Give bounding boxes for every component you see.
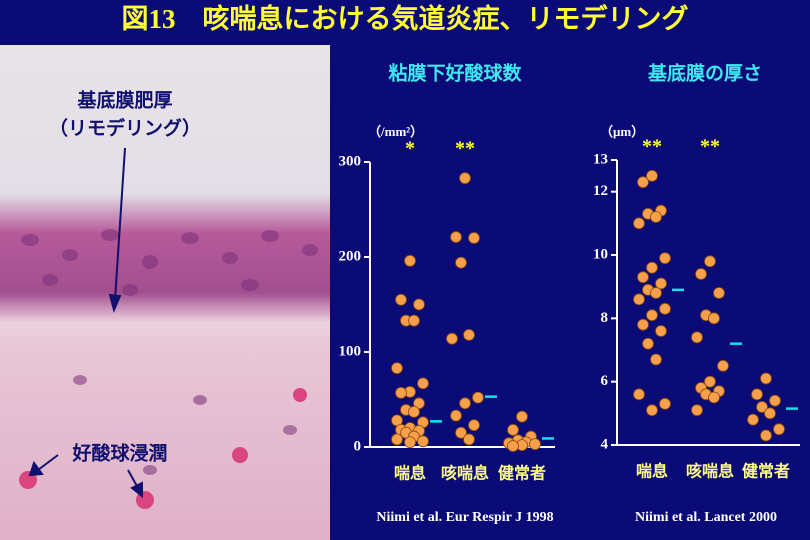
data-point — [408, 405, 420, 418]
image-label: 好酸球浸潤 — [71, 441, 167, 464]
data-point — [507, 423, 519, 436]
data-point — [704, 375, 716, 388]
significance-marker: * — [405, 138, 415, 160]
data-point — [472, 391, 484, 404]
data-point — [459, 397, 471, 410]
data-point — [646, 261, 658, 274]
y-axis-unit: （μm） — [600, 124, 644, 139]
y-tick-label: 13 — [593, 151, 608, 167]
citation: Niimi et al. Eur Respir J 1998 — [376, 510, 553, 525]
data-point — [395, 386, 407, 399]
data-point — [468, 419, 480, 432]
data-point — [455, 256, 467, 269]
data-point — [391, 433, 403, 446]
y-tick-label: 4 — [601, 436, 609, 452]
data-point — [637, 176, 649, 189]
data-point — [650, 287, 662, 299]
data-point — [773, 423, 785, 436]
x-tick-label: 咳喘息 — [686, 462, 734, 481]
data-point — [507, 440, 519, 452]
x-tick-label: 咳喘息 — [441, 464, 489, 483]
data-point — [468, 232, 480, 244]
y-tick-label: 200 — [339, 248, 362, 264]
y-tick-label: 8 — [601, 310, 609, 326]
data-point — [446, 332, 458, 345]
data-point — [417, 435, 429, 448]
data-point — [659, 397, 671, 410]
data-point — [450, 231, 462, 243]
histology-image: 基底膜肥厚 （リモデリング） 好酸球浸潤 — [0, 45, 330, 540]
slide-title: 図13 咳喘息における気道炎症、リモデリング — [122, 3, 689, 34]
data-point — [760, 372, 772, 385]
data-point — [391, 362, 403, 375]
data-point — [633, 293, 645, 306]
data-point — [395, 293, 407, 306]
cell-nuclei — [21, 229, 318, 475]
data-point — [637, 318, 649, 331]
data-point — [650, 353, 662, 366]
data-point — [708, 391, 720, 404]
y-tick-label: 300 — [339, 153, 362, 169]
y-tick-label: 12 — [593, 183, 608, 199]
data-point — [404, 436, 416, 449]
data-point — [646, 309, 658, 322]
x-tick-label: 健常者 — [498, 464, 546, 483]
data-point — [691, 331, 703, 344]
data-point — [408, 314, 420, 327]
y-tick-label: 6 — [601, 373, 609, 389]
significance-marker: ** — [700, 136, 720, 158]
x-tick-label: 喘息 — [636, 462, 668, 481]
data-point — [650, 211, 662, 223]
data-point — [704, 255, 716, 268]
data-point — [455, 426, 467, 439]
data-point — [717, 359, 729, 372]
data-point — [708, 312, 720, 325]
data-point — [747, 413, 759, 426]
y-tick-label: 10 — [593, 246, 608, 262]
data-point — [463, 328, 475, 341]
arrows — [28, 147, 143, 499]
data-point — [417, 377, 429, 390]
y-tick-label: 100 — [339, 343, 362, 359]
image-label: 基底膜肥厚 — [76, 88, 172, 111]
data-point — [659, 252, 671, 265]
data-point — [764, 407, 776, 420]
data-point — [633, 388, 645, 401]
data-point — [459, 172, 471, 185]
y-axis-unit: （/mm²） — [368, 124, 423, 139]
data-point — [637, 271, 649, 284]
y-tick-label: 0 — [354, 438, 362, 454]
data-point — [516, 410, 528, 423]
significance-marker: ** — [642, 136, 662, 158]
data-point — [751, 388, 763, 401]
chart-title: 基底膜の厚さ — [647, 61, 762, 84]
data-point — [655, 325, 667, 337]
image-label: （リモデリング） — [49, 116, 201, 139]
data-point — [713, 287, 725, 299]
significance-marker: ** — [455, 138, 475, 160]
data-point — [463, 433, 475, 446]
data-point — [642, 337, 654, 350]
data-point — [756, 401, 768, 413]
data-point — [695, 268, 707, 280]
x-tick-label: 喘息 — [394, 464, 426, 483]
data-point — [529, 438, 541, 451]
data-point — [659, 302, 671, 315]
data-point — [633, 217, 645, 230]
data-point — [404, 254, 416, 267]
x-tick-label: 健常者 — [742, 462, 790, 481]
data-point — [646, 404, 658, 417]
data-point — [413, 298, 425, 311]
chart-title: 粘膜下好酸球数 — [388, 61, 522, 84]
citation: Niimi et al. Lancet 2000 — [635, 510, 777, 525]
data-point — [646, 169, 658, 182]
data-point — [769, 394, 781, 407]
data-point — [760, 429, 772, 442]
data-point — [450, 409, 462, 422]
data-point — [691, 404, 703, 417]
data-point — [655, 277, 667, 290]
